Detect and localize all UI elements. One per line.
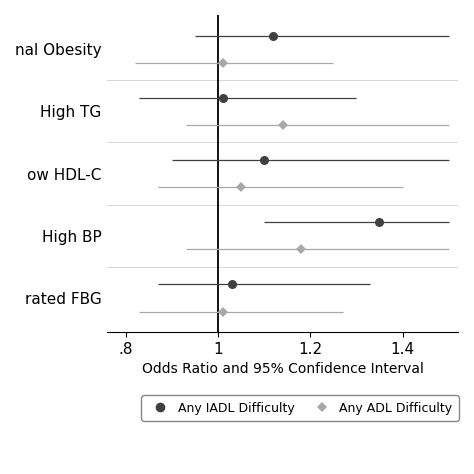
X-axis label: Odds Ratio and 95% Confidence Interval: Odds Ratio and 95% Confidence Interval xyxy=(142,362,423,376)
Legend: Any IADL Difficulty, Any ADL Difficulty: Any IADL Difficulty, Any ADL Difficulty xyxy=(141,395,459,421)
